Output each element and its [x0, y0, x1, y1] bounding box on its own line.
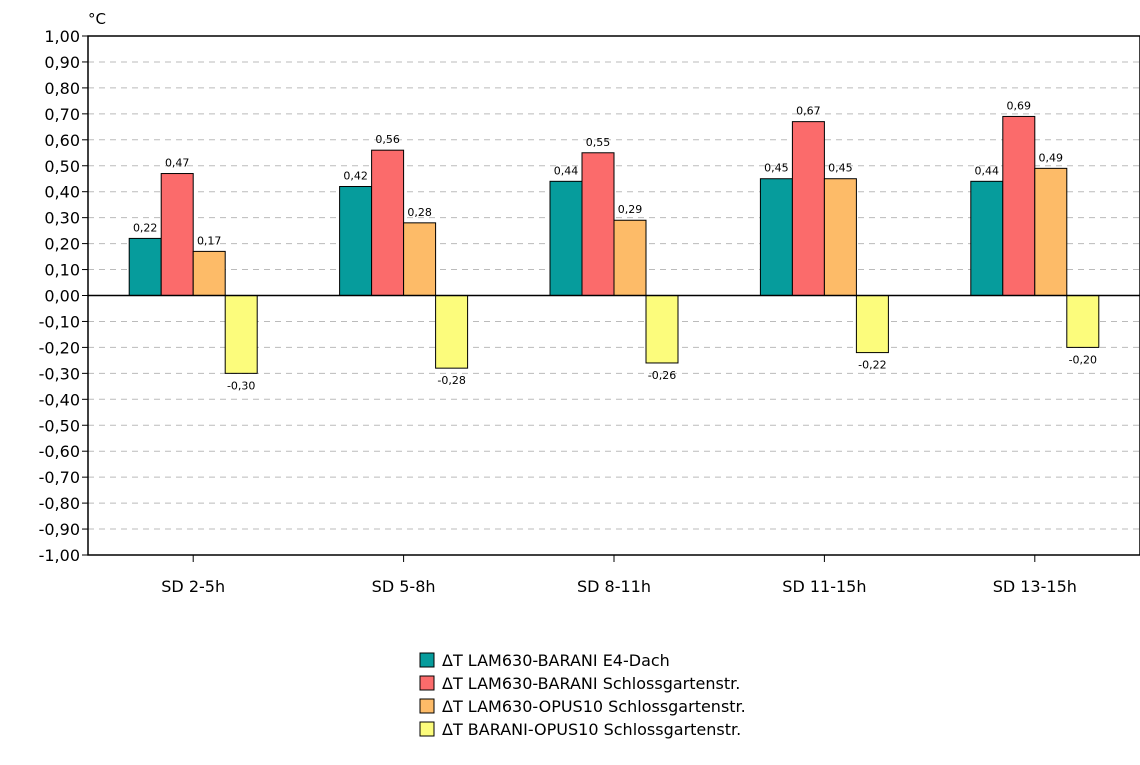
bar	[581, 152, 615, 296]
y-tick-label: -0,70	[39, 468, 80, 487]
data-label: -0,28	[437, 374, 465, 387]
y-tick-label: -0,80	[39, 494, 80, 513]
bar	[128, 237, 162, 297]
legend-swatch	[419, 698, 435, 714]
legend-entry: ΔT LAM630-BARANI Schlossgartenstr.	[442, 674, 740, 693]
y-axis-ticks: 1,00 0,90 0,80 0,70 0,60 0,50 0,40 0,30 0,20 0,10…	[39, 27, 88, 565]
legend-entry: ΔT BARANI-OPUS10 Schlossgartenstr.	[442, 720, 741, 739]
x-tick-label: SD 2-5h	[161, 577, 225, 596]
x-tick-label: SD 13-15h	[993, 577, 1077, 596]
data-label: 0,42	[343, 170, 368, 183]
y-tick-label: 0,20	[44, 235, 80, 254]
data-label: 0,44	[554, 164, 579, 177]
y-tick-label: -0,50	[39, 416, 80, 435]
legend-entry: ΔT LAM630-OPUS10 Schlossgartenstr.	[442, 697, 746, 716]
data-label: -0,20	[1069, 353, 1097, 366]
data-label: -0,26	[648, 369, 676, 382]
data-labels: 0,22 0,47 0,17 -0,30 0,42 0,56 0,28 -0,28 0,44 0,…	[133, 99, 1097, 392]
bar	[855, 295, 889, 354]
data-label: -0,22	[858, 359, 886, 372]
data-label: 0,44	[975, 164, 1000, 177]
y-tick-label: -0,90	[39, 520, 80, 539]
y-tick-label: -1,00	[39, 546, 80, 565]
y-tick-label: 0,10	[44, 261, 80, 280]
data-label: 0,29	[618, 203, 643, 216]
y-tick-label: 0,80	[44, 79, 80, 98]
y-tick-label: 0,70	[44, 105, 80, 124]
y-tick-label: 0,50	[44, 157, 80, 176]
bar	[1066, 295, 1100, 348]
bar	[549, 180, 583, 297]
y-tick-label: 0,90	[44, 53, 80, 72]
y-tick-label: 0,60	[44, 131, 80, 150]
y-tick-label: 0,30	[44, 209, 80, 228]
bar	[192, 250, 226, 296]
data-label: 0,47	[165, 157, 190, 170]
legend-swatch	[419, 652, 435, 668]
bar	[970, 180, 1004, 297]
data-label: 0,17	[197, 234, 222, 247]
bar	[645, 295, 679, 364]
y-tick-label: -0,20	[39, 338, 80, 357]
y-unit-label: °C	[88, 10, 106, 28]
bar	[1034, 167, 1068, 296]
legend-swatch	[419, 721, 435, 737]
data-label: 0,56	[375, 133, 400, 146]
y-tick-label: -0,10	[39, 312, 80, 331]
data-label: 0,67	[796, 105, 821, 118]
data-label: 0,28	[407, 206, 432, 219]
bars	[128, 115, 1100, 374]
y-tick-label: 0,00	[44, 287, 80, 306]
legend-entry: ΔT LAM630-BARANI E4-Dach	[442, 651, 670, 670]
bar	[435, 295, 469, 369]
y-tick-label: -0,40	[39, 390, 80, 409]
bar	[823, 178, 857, 297]
x-tick-label: SD 8-11h	[577, 577, 651, 596]
x-axis-ticks: SD 2-5h SD 5-8h SD 8-11h SD 11-15h SD 13-15h	[161, 555, 1077, 596]
data-label: 0,45	[764, 162, 789, 175]
bar	[224, 295, 258, 374]
bar	[1002, 115, 1036, 296]
data-label: -0,30	[227, 379, 255, 392]
bar	[613, 219, 647, 296]
data-label: 0,55	[586, 136, 611, 149]
bar	[371, 149, 405, 296]
legend: ΔT LAM630-BARANI E4-Dach ΔT LAM630-BARANI…	[419, 651, 746, 739]
x-tick-label: SD 11-15h	[782, 577, 866, 596]
data-label: 0,69	[1007, 99, 1032, 112]
x-tick-label: SD 5-8h	[372, 577, 436, 596]
bar	[339, 186, 373, 296]
bar	[160, 173, 194, 296]
bar	[403, 222, 437, 296]
data-label: 0,45	[828, 162, 853, 175]
data-label: 0,22	[133, 221, 158, 234]
y-tick-label: -0,60	[39, 442, 80, 461]
bar	[791, 121, 825, 297]
data-label: 0,49	[1039, 151, 1064, 164]
y-tick-label: 1,00	[44, 27, 80, 46]
y-tick-label: -0,30	[39, 364, 80, 383]
bar	[759, 178, 793, 297]
legend-swatch	[419, 675, 435, 691]
y-tick-label: 0,40	[44, 183, 80, 202]
